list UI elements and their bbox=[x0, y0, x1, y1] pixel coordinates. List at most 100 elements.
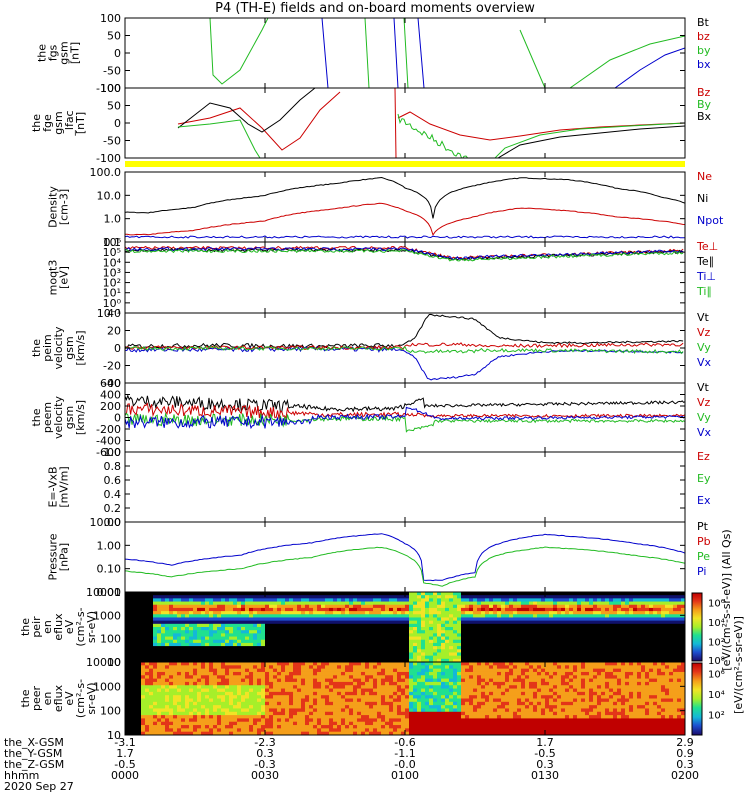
spectrogram-cell bbox=[153, 655, 158, 660]
spectrogram-cell bbox=[449, 639, 454, 644]
spectrogram-cell bbox=[269, 617, 274, 622]
spectrogram-cell bbox=[349, 655, 354, 660]
spectrogram-cell bbox=[277, 731, 282, 735]
spectrogram-cell bbox=[421, 642, 426, 647]
spectrogram-cell bbox=[249, 652, 254, 657]
spectrogram-cell bbox=[225, 675, 230, 680]
y-axis-label: gsm bbox=[63, 336, 76, 359]
spectrogram-cell bbox=[293, 598, 298, 603]
spectrogram-cell bbox=[389, 725, 394, 729]
spectrogram-cell bbox=[165, 607, 170, 612]
spectrogram-cell bbox=[397, 639, 402, 644]
spectrogram-cell bbox=[233, 705, 238, 709]
spectrogram-cell bbox=[485, 595, 490, 599]
y-tick-label: 10² bbox=[103, 277, 121, 290]
spectrogram-cell bbox=[681, 652, 685, 657]
spectrogram-cell bbox=[277, 642, 282, 647]
spectrogram-cell bbox=[541, 649, 546, 653]
spectrogram-cell bbox=[601, 646, 606, 650]
spectrogram-cell bbox=[213, 665, 218, 670]
spectrogram-cell bbox=[313, 614, 318, 618]
spectrogram-cell bbox=[557, 620, 562, 625]
spectrogram-cell bbox=[137, 701, 142, 706]
spectrogram-cell bbox=[145, 701, 150, 706]
spectrogram-cell bbox=[341, 731, 346, 735]
spectrogram-cell bbox=[185, 623, 190, 628]
spectrogram-cell bbox=[661, 636, 666, 641]
spectrogram-cell bbox=[481, 646, 486, 650]
spectrogram-cell bbox=[437, 630, 442, 634]
spectrogram-cell bbox=[589, 623, 594, 628]
spectrogram-cell bbox=[221, 652, 226, 657]
spectrogram-cell bbox=[293, 639, 298, 644]
spectrogram-cell bbox=[405, 646, 410, 650]
spectrogram-cell bbox=[601, 620, 606, 625]
spectrogram-cell bbox=[293, 617, 298, 622]
spectrogram-cell bbox=[545, 620, 550, 625]
spectrogram-cell bbox=[277, 698, 282, 703]
spectrogram-cell bbox=[149, 728, 154, 733]
y-axis-label: Density bbox=[47, 186, 60, 228]
spectrogram-cell bbox=[209, 671, 214, 676]
spectrogram-cell bbox=[181, 691, 186, 696]
spectrogram-cell bbox=[309, 665, 314, 670]
spectrogram-cell bbox=[401, 668, 406, 673]
spectrogram-cell bbox=[169, 678, 174, 683]
spectrogram-cell bbox=[157, 601, 162, 606]
spectrogram-cell bbox=[529, 636, 534, 641]
spectrogram-cell bbox=[277, 728, 282, 733]
spectrogram-cell bbox=[597, 601, 602, 606]
spectrogram-cell bbox=[577, 658, 582, 662]
spectrogram-cell bbox=[401, 701, 406, 706]
spectrogram-cell bbox=[533, 639, 538, 644]
y-tick-label: 1.0 bbox=[104, 213, 122, 226]
spectrogram-cell bbox=[313, 601, 318, 606]
spectrogram-cell bbox=[309, 711, 314, 716]
spectrogram-cell bbox=[137, 665, 142, 670]
spectrogram-cell bbox=[573, 620, 578, 625]
spectrogram-cell bbox=[681, 604, 685, 609]
spectrogram-cell bbox=[377, 685, 382, 690]
spectrogram-cell bbox=[637, 620, 642, 625]
spectrogram-cell bbox=[197, 633, 202, 638]
spectrogram-cell bbox=[161, 695, 166, 699]
spectrogram-cell bbox=[201, 592, 206, 596]
spectrogram-cell bbox=[313, 642, 318, 647]
spectrogram-cell bbox=[373, 633, 378, 638]
spectrogram-cell bbox=[165, 627, 170, 631]
spectrogram-cell bbox=[293, 604, 298, 609]
spectrogram-cell bbox=[321, 642, 326, 647]
spectrogram-cell bbox=[293, 718, 298, 723]
spectrogram-cell bbox=[645, 614, 650, 618]
spectrogram-cell bbox=[365, 668, 370, 673]
spectrogram-cell bbox=[181, 668, 186, 673]
spectrogram-cell bbox=[257, 601, 262, 606]
spectrogram-cell bbox=[549, 595, 554, 599]
spectrogram-cell bbox=[265, 646, 270, 650]
spectrogram-cell bbox=[373, 681, 378, 686]
spectrogram-cell bbox=[373, 649, 378, 653]
spectrogram-cell bbox=[597, 598, 602, 603]
spectrogram-cell bbox=[229, 604, 234, 609]
spectrogram-cell bbox=[393, 627, 398, 631]
spectrogram-cell bbox=[513, 620, 518, 625]
spectrogram-cell bbox=[193, 678, 198, 683]
spectrogram-cell bbox=[245, 711, 250, 716]
spectrogram-cell bbox=[237, 639, 242, 644]
spectrogram-cell bbox=[333, 595, 338, 599]
spectrogram-cell bbox=[265, 620, 270, 625]
spectrogram-cell bbox=[145, 671, 150, 676]
spectrogram-cell bbox=[677, 611, 682, 615]
spectrogram-cell bbox=[173, 665, 178, 670]
spectrogram-cell bbox=[413, 611, 418, 615]
spectrogram-cell bbox=[397, 642, 402, 647]
spectrogram-cell bbox=[481, 623, 486, 628]
spectrogram-cell bbox=[545, 604, 550, 609]
spectrogram-cell bbox=[465, 633, 470, 638]
spectrogram-cell bbox=[137, 685, 142, 690]
spectrogram-cell bbox=[621, 658, 626, 662]
spectrogram-cell bbox=[525, 592, 530, 596]
spectrogram-cell bbox=[461, 614, 466, 618]
spectrogram-cell bbox=[369, 668, 374, 673]
spectrogram-cell bbox=[309, 658, 314, 662]
